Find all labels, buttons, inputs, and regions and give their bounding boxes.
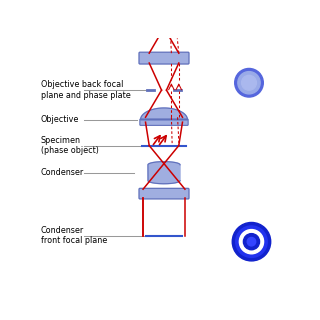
Circle shape	[238, 72, 260, 94]
Polygon shape	[148, 162, 180, 184]
FancyBboxPatch shape	[139, 52, 189, 64]
Polygon shape	[140, 108, 188, 120]
Circle shape	[236, 226, 267, 257]
Circle shape	[239, 229, 264, 254]
Text: Condenser: Condenser	[41, 168, 84, 177]
Circle shape	[247, 237, 256, 246]
Text: Objective back focal
plane and phase plate: Objective back focal plane and phase pla…	[41, 80, 131, 100]
FancyBboxPatch shape	[139, 188, 189, 199]
Text: Specimen
(phase object): Specimen (phase object)	[41, 136, 99, 155]
Circle shape	[235, 68, 263, 97]
Text: Objective: Objective	[41, 115, 79, 124]
Circle shape	[242, 75, 256, 90]
FancyBboxPatch shape	[140, 119, 188, 125]
Circle shape	[244, 234, 260, 250]
Text: Condenser
front focal plane: Condenser front focal plane	[41, 226, 107, 245]
Circle shape	[232, 222, 271, 261]
